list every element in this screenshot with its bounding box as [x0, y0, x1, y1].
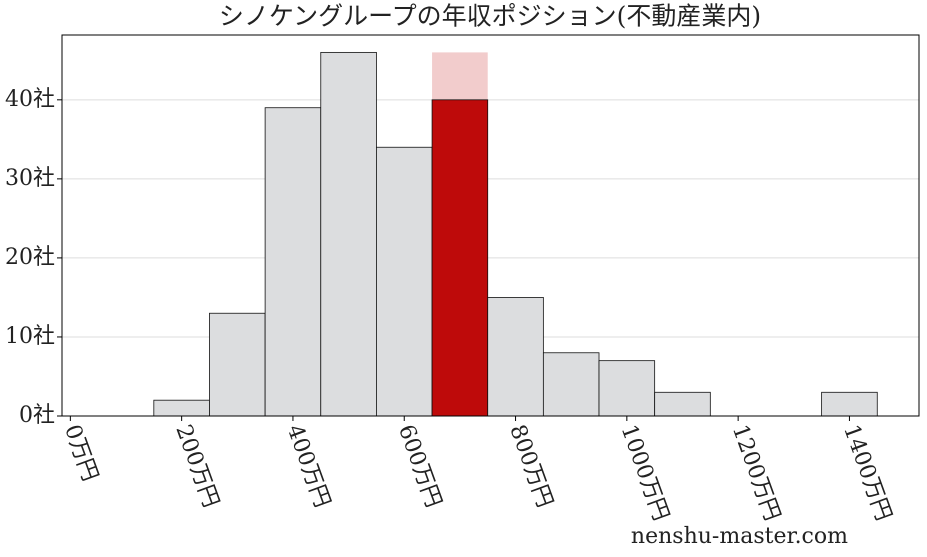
plot-frame [61, 34, 920, 417]
bar [598, 360, 656, 417]
bar [209, 312, 266, 417]
x-tick-label: 1400万円 [838, 422, 896, 525]
bar [821, 391, 878, 417]
x-tick-label: 800万円 [504, 422, 557, 511]
x-tick-label: 1000万円 [616, 422, 674, 525]
y-tick-label: 20社 [5, 245, 55, 270]
x-tick-label: 600万円 [393, 422, 446, 511]
x-tick-label: 400万円 [282, 422, 335, 511]
x-tick-label: 1200万円 [727, 422, 785, 525]
y-tick-label: 10社 [5, 324, 55, 349]
watermark: nenshu-master.com [631, 524, 848, 549]
bar [153, 399, 210, 417]
bar [264, 107, 322, 417]
bar [431, 99, 489, 417]
y-tick-label: 40社 [5, 87, 55, 112]
y-tick-label: 30社 [5, 166, 55, 191]
bar [542, 352, 600, 417]
x-tick-label: 200万円 [170, 422, 223, 511]
bar [487, 297, 544, 417]
chart-title: シノケングループの年収ポジション(不動産業内) [219, 2, 761, 31]
bar [320, 51, 377, 417]
highlight-range [432, 52, 488, 100]
x-tick-label: 0万円 [59, 422, 102, 485]
bar [376, 146, 433, 417]
bar [654, 391, 711, 417]
y-tick-label: 0社 [19, 403, 55, 428]
